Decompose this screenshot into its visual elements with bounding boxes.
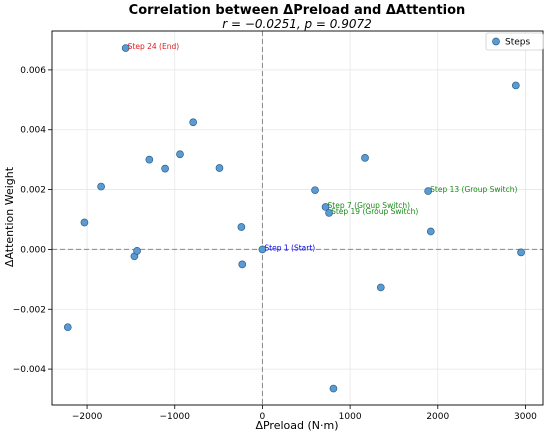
x-tick-label: −2000 [72, 412, 103, 422]
data-point [215, 164, 224, 172]
data-point [258, 245, 267, 254]
axes-frame [51, 30, 544, 406]
x-axis-label: ΔPreload (N·m) [255, 419, 338, 432]
x-tick-label: 2000 [426, 412, 449, 422]
data-point [121, 44, 130, 52]
data-point [424, 187, 432, 195]
data-point [63, 323, 72, 332]
data-point [133, 247, 141, 255]
legend-box [485, 32, 544, 51]
data-point [176, 150, 184, 159]
annotations: Step 24 (End) Step 1 (Start) Step 7 (Group… [128, 42, 518, 252]
legend-marker [492, 37, 500, 46]
data-points [63, 44, 525, 393]
data-point [311, 186, 319, 195]
data-point [238, 260, 247, 269]
grid [52, 31, 543, 405]
point-annotation: Step 24 (End) [128, 42, 180, 51]
data-point [511, 81, 520, 90]
data-point [145, 155, 154, 164]
chart-title: Correlation between ΔPreload and ΔAttent… [129, 3, 466, 18]
data-point [517, 248, 525, 257]
x-tick-label: 0 [260, 412, 266, 422]
y-tick-label: −0.002 [13, 305, 46, 315]
y-tick-label: 0.004 [20, 126, 46, 136]
reference-lines [52, 31, 543, 405]
data-point [189, 118, 198, 127]
data-point [97, 182, 105, 191]
legend: Steps [485, 32, 544, 51]
y-tick-label: 0.002 [20, 186, 46, 196]
chart-subtitle: r = −0.0251, p = 0.9072 [222, 17, 372, 31]
data-point [426, 227, 435, 236]
x-tick-label: −1000 [160, 412, 191, 422]
data-point [237, 223, 246, 231]
point-annotation: Step 1 (Start) [264, 243, 315, 252]
data-point [325, 209, 333, 217]
point-annotation: Step 13 (Group Switch) [430, 185, 517, 194]
data-point [376, 283, 385, 292]
x-tick-label: 3000 [514, 412, 537, 422]
point-annotation: Step 19 (Group Switch) [331, 207, 418, 216]
data-point [321, 203, 330, 211]
data-point [361, 154, 369, 162]
y-tick-label: 0.000 [20, 245, 46, 255]
axis-ticks: −2000 −1000 0 1000 2000 3000 −0.004 −0.002 0.000… [13, 66, 538, 422]
legend-entry-steps: Steps [505, 38, 530, 48]
data-point [329, 384, 338, 393]
y-axis-label: ΔAttention Weight [3, 166, 16, 267]
x-tick-label: 1000 [339, 412, 362, 422]
data-point [80, 218, 89, 227]
data-point [161, 164, 169, 173]
y-tick-label: 0.006 [20, 66, 46, 76]
y-tick-label: −0.004 [13, 365, 47, 375]
point-annotation: Step 7 (Group Switch) [328, 201, 411, 210]
